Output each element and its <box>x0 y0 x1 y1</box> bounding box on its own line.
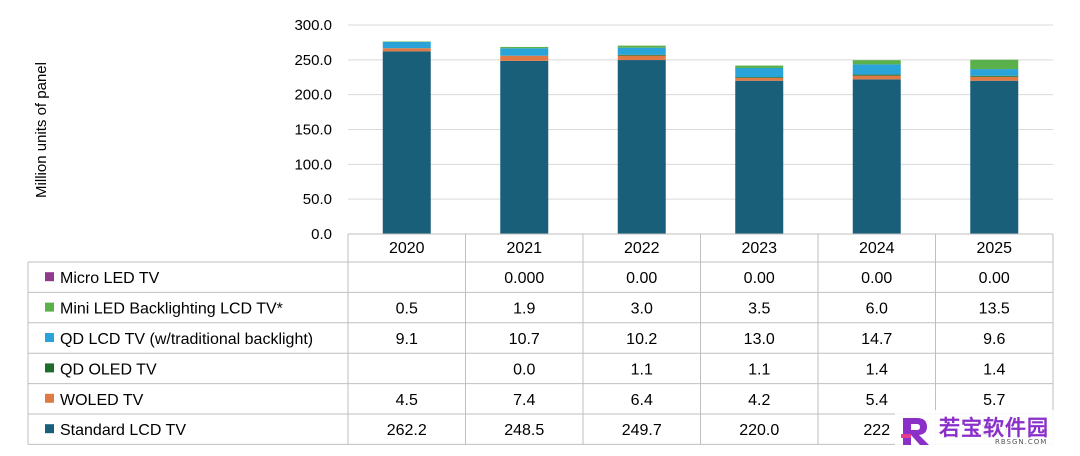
bar-segment-mini-led-backlighting-lcd-tv-2024 <box>852 60 901 65</box>
data-label: 3.0 <box>631 301 653 318</box>
bar-segment-woled-tv-2021 <box>500 55 549 61</box>
data-label: 0.00 <box>861 270 892 287</box>
bar-segment-woled-tv-2022 <box>617 55 666 61</box>
bar-segment-qd-lcd-tv-w-traditional-backlight-2020 <box>382 41 431 49</box>
bar-segment-qd-oled-tv-2023 <box>735 77 784 78</box>
bar-segment-standard-lcd-tv-2024 <box>852 79 901 234</box>
data-label: 10.2 <box>626 331 657 348</box>
bar-segment-qd-lcd-tv-w-traditional-backlight-2025 <box>970 69 1019 76</box>
x-tick-label: 2021 <box>506 240 542 257</box>
data-label: 0.00 <box>626 270 657 287</box>
legend-swatch <box>45 424 54 434</box>
data-label: 1.1 <box>748 361 770 378</box>
bar-segment-woled-tv-2024 <box>852 75 901 80</box>
watermark: 若宝软件园 RBSGN.COM <box>895 410 1075 452</box>
bars <box>382 41 1019 235</box>
data-label: 1.4 <box>983 361 1005 378</box>
bar-segment-mini-led-backlighting-lcd-tv-2020 <box>382 41 431 43</box>
gridlines <box>348 24 1053 235</box>
legend-label: Mini LED Backlighting LCD TV* <box>60 301 283 318</box>
data-label: 5.7 <box>983 392 1005 409</box>
legend-swatch <box>45 302 54 312</box>
watermark-subtitle: RBSGN.COM <box>995 438 1048 446</box>
bar-segment-qd-lcd-tv-w-traditional-backlight-2022 <box>617 47 666 55</box>
data-label: 1.4 <box>866 361 888 378</box>
bar-segment-mini-led-backlighting-lcd-tv-2023 <box>735 65 784 68</box>
y-tick-label: 0.0 <box>311 226 332 243</box>
bar-segment-woled-tv-2023 <box>735 77 784 81</box>
legend-label: Micro LED TV <box>60 270 160 287</box>
bar-segment-standard-lcd-tv-2025 <box>970 80 1019 234</box>
watermark-title: 若宝软件园 <box>939 416 1049 440</box>
data-label: 9.6 <box>983 331 1005 348</box>
legend-label: Standard LCD TV <box>60 422 186 439</box>
data-label: 262.2 <box>387 422 427 439</box>
x-tick-label: 2022 <box>624 240 660 257</box>
data-label: 13.0 <box>744 331 775 348</box>
data-label: 7.4 <box>513 392 535 409</box>
y-tick-label: 200.0 <box>294 87 332 104</box>
data-label: 14.7 <box>861 331 892 348</box>
bar-segment-standard-lcd-tv-2022 <box>617 60 666 235</box>
data-label: 0.5 <box>396 301 418 318</box>
data-label: 3.5 <box>748 301 770 318</box>
data-label: 1.1 <box>631 361 653 378</box>
legend-swatch <box>45 333 54 342</box>
bar-segment-mini-led-backlighting-lcd-tv-2022 <box>617 45 666 48</box>
data-label: 4.5 <box>396 392 418 409</box>
bar-segment-qd-oled-tv-2025 <box>970 75 1019 77</box>
y-tick-label: 100.0 <box>294 156 332 173</box>
y-tick-label: 250.0 <box>294 52 332 69</box>
legend-label: QD OLED TV <box>60 361 157 378</box>
data-label: 220.0 <box>739 422 779 439</box>
bar-segment-mini-led-backlighting-lcd-tv-2021 <box>500 46 549 49</box>
bar-segment-standard-lcd-tv-2021 <box>500 60 549 235</box>
data-label: 10.7 <box>509 331 540 348</box>
bar-segment-qd-lcd-tv-w-traditional-backlight-2023 <box>735 67 784 78</box>
bar-segment-woled-tv-2025 <box>970 76 1019 81</box>
watermark-logo-icon <box>901 418 929 445</box>
bar-segment-qd-lcd-tv-w-traditional-backlight-2024 <box>852 64 901 75</box>
data-label: 9.1 <box>396 331 418 348</box>
data-label: 0.00 <box>744 270 775 287</box>
y-tick-label: 150.0 <box>294 122 332 139</box>
y-tick-label: 50.0 <box>303 191 332 208</box>
legend-label: WOLED TV <box>60 392 144 409</box>
x-tick-label: 2020 <box>389 240 425 257</box>
data-label: 13.5 <box>979 301 1010 318</box>
data-label: 1.9 <box>513 301 535 318</box>
bar-segment-qd-oled-tv-2024 <box>852 74 901 76</box>
data-label: 222 <box>863 422 890 439</box>
data-label: 5.4 <box>866 392 888 409</box>
legend-swatch <box>45 363 54 373</box>
y-tick-labels: 0.0 50.0 100.0 150.0 200.0 250.0 300.0 <box>294 17 332 243</box>
bar-segment-qd-oled-tv-2022 <box>617 54 666 56</box>
y-tick-label: 300.0 <box>294 17 332 34</box>
data-label: 6.0 <box>866 301 888 318</box>
bar-segment-qd-lcd-tv-w-traditional-backlight-2021 <box>500 48 549 56</box>
legend-swatch <box>45 393 54 403</box>
bar-segment-woled-tv-2020 <box>382 48 431 52</box>
data-label: 0.0 <box>513 361 535 378</box>
bar-segment-mini-led-backlighting-lcd-tv-2025 <box>970 59 1019 70</box>
x-tick-label: 2024 <box>859 240 895 257</box>
legend-label: QD LCD TV (w/traditional backlight) <box>60 331 313 348</box>
x-tick-label: 2025 <box>976 240 1012 257</box>
data-label: 0.000 <box>504 270 544 287</box>
bar-segment-standard-lcd-tv-2020 <box>382 51 431 234</box>
legend-swatch <box>45 272 54 282</box>
bar-segment-standard-lcd-tv-2023 <box>735 80 784 234</box>
y-axis-label: Million units of panel <box>33 62 50 198</box>
x-tick-label: 2023 <box>741 240 777 257</box>
data-label: 4.2 <box>748 392 770 409</box>
data-label: 6.4 <box>631 392 653 409</box>
data-label: 248.5 <box>504 422 544 439</box>
data-label: 249.7 <box>622 422 662 439</box>
data-label: 0.00 <box>979 270 1010 287</box>
